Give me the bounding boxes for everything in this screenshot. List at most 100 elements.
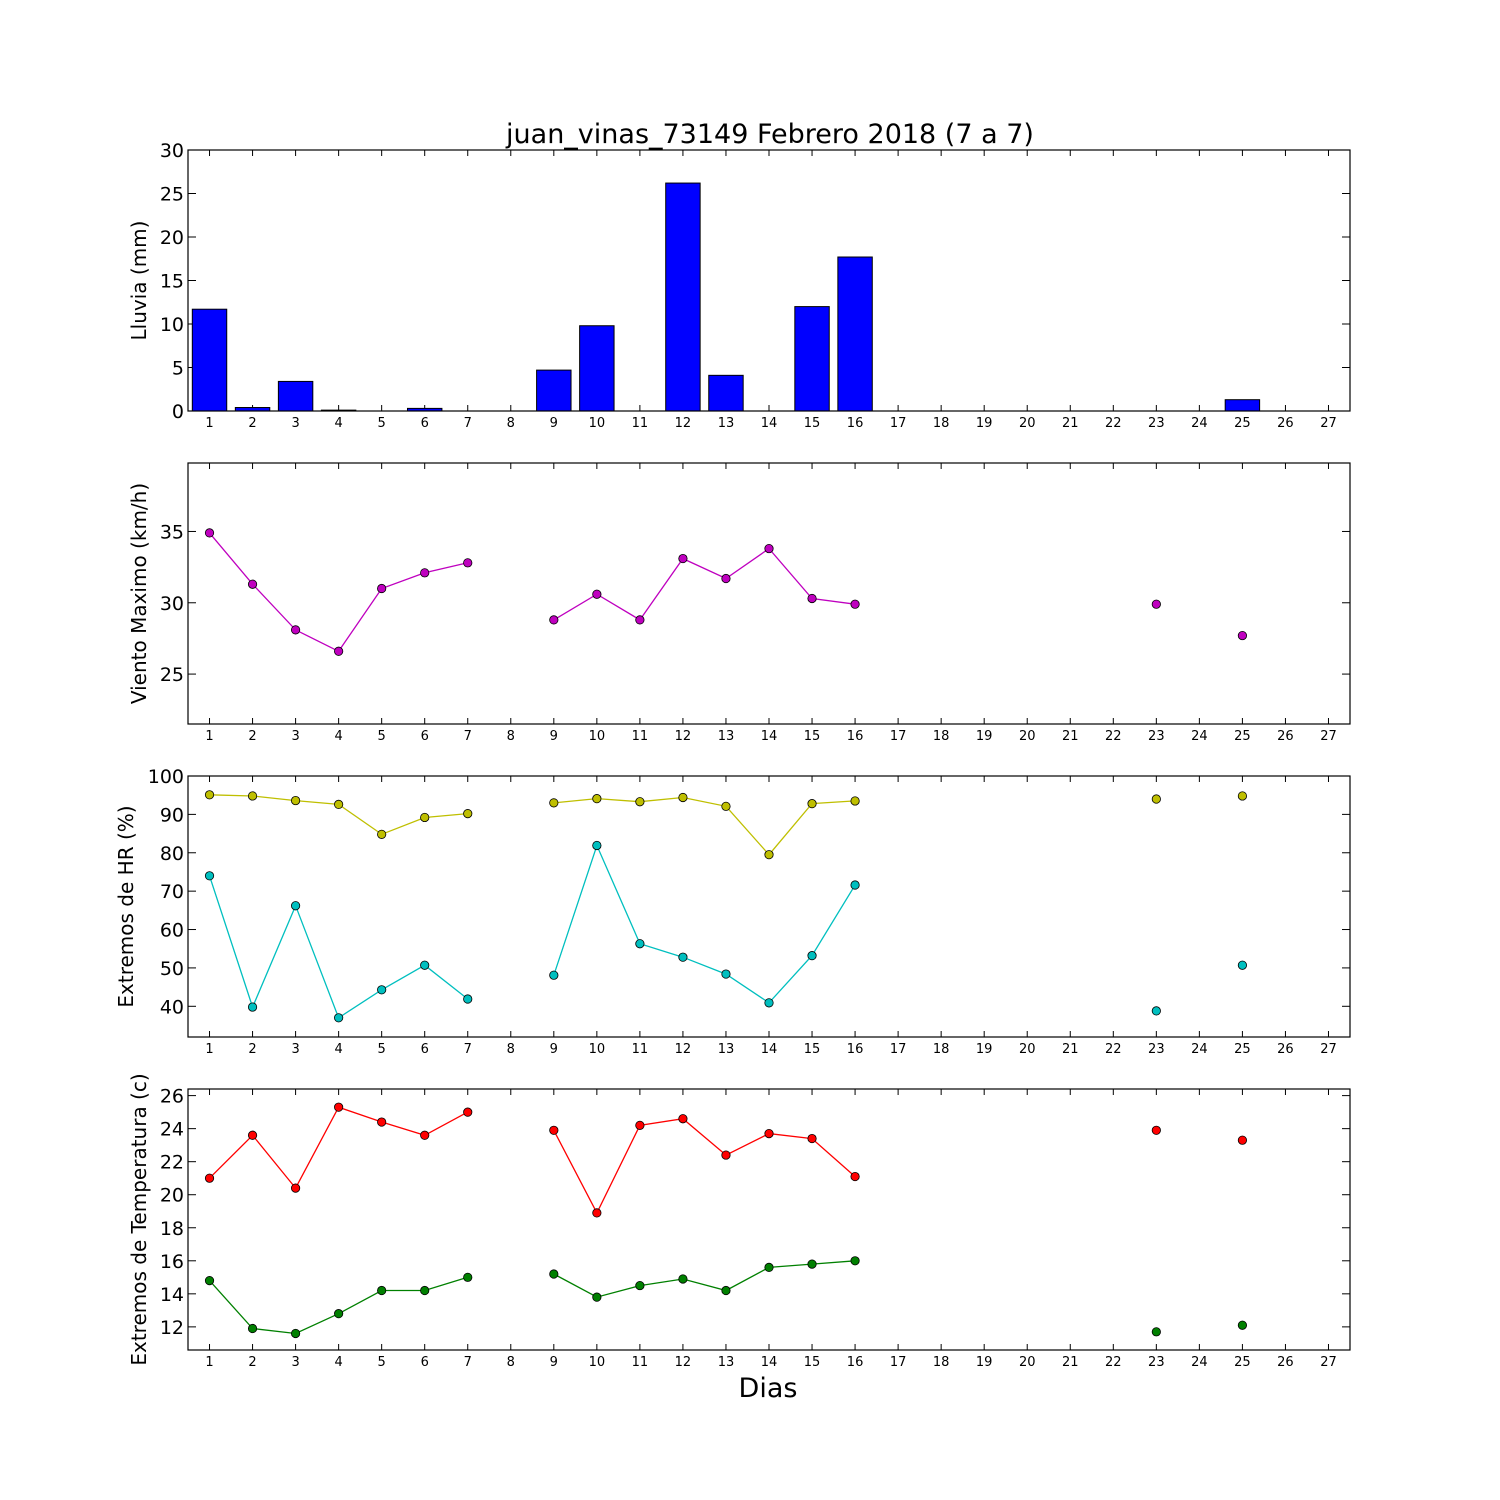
data-point	[635, 1120, 645, 1130]
y-tick-label: 14	[160, 1284, 184, 1306]
data-point	[420, 1130, 430, 1140]
x-tick-label: 15	[804, 729, 821, 744]
x-tick-label: 1	[205, 416, 213, 431]
x-tick-label: 22	[1105, 1042, 1122, 1057]
x-tick-label: 10	[589, 1042, 606, 1057]
data-point	[1237, 1320, 1248, 1330]
y-tick-label: 50	[160, 958, 184, 980]
data-point	[334, 799, 344, 810]
data-point	[1151, 1327, 1161, 1337]
rain-bar	[708, 374, 744, 412]
data-point	[807, 593, 817, 604]
data-point	[377, 829, 387, 839]
data-point	[764, 1129, 774, 1139]
x-tick-label: 20	[1019, 1042, 1036, 1057]
x-tick-label: 12	[675, 1042, 692, 1057]
x-tick-label: 14	[761, 416, 778, 431]
x-tick-label: 16	[847, 1042, 864, 1057]
chart-panel-2: 1 2 3 4 5 6 7 8 9 10 11 12 13 14 15 16 17 18 19 20 21 22 23 24 2…	[127, 462, 1351, 744]
x-tick-label: 4	[334, 1042, 342, 1057]
x-tick-label: 8	[507, 1042, 515, 1057]
x-tick-label: 7	[464, 729, 472, 744]
x-tick-label: 23	[1148, 1042, 1165, 1057]
x-tick-label: 26	[1277, 729, 1294, 744]
rain-bar	[665, 182, 701, 412]
x-tick-label: 6	[421, 1355, 429, 1370]
x-tick-label: 23	[1148, 1355, 1165, 1370]
x-tick-label: 13	[718, 729, 735, 744]
data-point	[290, 795, 301, 806]
x-tick-label: 6	[421, 1042, 429, 1057]
data-point	[764, 850, 774, 860]
data-point	[247, 1002, 258, 1012]
y-tick-label: 5	[172, 358, 184, 380]
data-point	[420, 568, 430, 578]
series-line	[553, 1260, 856, 1298]
x-tick-label: 26	[1277, 1042, 1294, 1057]
x-axis-label: Dias	[739, 1373, 798, 1404]
y-tick-label: 20	[160, 227, 184, 249]
x-tick-label: 17	[890, 1042, 907, 1057]
data-point	[1237, 1135, 1248, 1145]
x-tick-label: 22	[1105, 1355, 1122, 1370]
data-point	[635, 797, 645, 807]
data-point	[592, 840, 602, 851]
x-tick-label: 23	[1148, 729, 1165, 744]
x-tick-label: 5	[378, 416, 386, 431]
chart-panel-1: 1 2 3 4 5 6 7 8 9 10 11 12 13 14 15 16 17 18 19 20 21 22 23 24 2…	[127, 140, 1351, 431]
y-tick-label: 100	[148, 766, 184, 788]
data-point	[247, 579, 258, 589]
x-tick-label: 2	[248, 1042, 256, 1057]
x-tick-label: 10	[589, 416, 606, 431]
x-tick-label: 19	[976, 1355, 993, 1370]
x-tick-label: 17	[890, 416, 907, 431]
data-point	[721, 1285, 731, 1296]
x-tick-label: 24	[1191, 416, 1208, 431]
data-point	[850, 599, 860, 609]
rain-bar	[794, 306, 830, 412]
data-point	[463, 809, 473, 819]
data-point	[721, 573, 731, 584]
y-tick-label: 30	[160, 140, 184, 162]
x-tick-label: 27	[1320, 416, 1337, 431]
data-point	[377, 1117, 387, 1127]
x-tick-label: 21	[1062, 729, 1079, 744]
data-point	[334, 1102, 344, 1112]
x-tick-label: 14	[761, 1042, 778, 1057]
y-tick-label: 24	[160, 1119, 184, 1141]
data-point	[1237, 630, 1248, 641]
y-tick-label: 20	[160, 1185, 184, 1207]
data-point	[204, 1173, 215, 1183]
y-tick-label: 22	[160, 1152, 184, 1174]
data-point	[377, 583, 387, 594]
x-tick-label: 21	[1062, 1042, 1079, 1057]
x-tick-label: 21	[1062, 416, 1079, 431]
x-tick-label: 25	[1234, 1355, 1251, 1370]
data-point	[678, 1274, 688, 1284]
data-point	[635, 615, 645, 625]
data-point	[377, 985, 387, 995]
data-point	[334, 1013, 344, 1023]
x-tick-label: 8	[507, 416, 515, 431]
y-axis-label: Extremos de Temperatura (c)	[127, 1073, 151, 1365]
data-point	[549, 970, 559, 980]
data-point	[678, 1114, 688, 1124]
x-tick-label: 10	[589, 1355, 606, 1370]
x-tick-label: 16	[847, 729, 864, 744]
rain-bar	[536, 369, 572, 412]
data-point	[807, 1259, 817, 1269]
x-tick-label: 13	[718, 416, 735, 431]
x-tick-label: 25	[1234, 416, 1251, 431]
y-tick-label: 15	[160, 271, 184, 293]
x-tick-label: 24	[1191, 1355, 1208, 1370]
x-tick-label: 5	[378, 1042, 386, 1057]
rain-bar	[837, 256, 873, 412]
x-tick-label: 11	[632, 729, 649, 744]
data-point	[592, 794, 602, 804]
data-point	[1151, 1125, 1161, 1135]
y-tick-label: 12	[160, 1317, 184, 1339]
data-point	[1151, 1006, 1161, 1016]
data-point	[204, 871, 215, 881]
x-tick-label: 20	[1019, 416, 1036, 431]
y-tick-label: 26	[160, 1086, 184, 1108]
